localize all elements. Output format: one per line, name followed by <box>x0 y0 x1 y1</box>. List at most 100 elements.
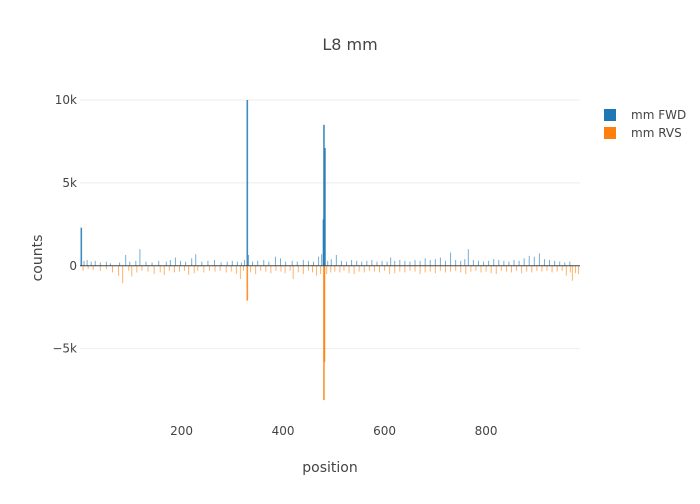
bar[interactable] <box>358 265 360 272</box>
bar[interactable] <box>191 258 193 266</box>
legend[interactable]: mm FWD mm RVS <box>604 108 686 140</box>
bar[interactable] <box>574 265 576 274</box>
bar[interactable] <box>324 148 326 266</box>
bar[interactable] <box>296 261 298 266</box>
bar[interactable] <box>356 260 358 266</box>
bar[interactable] <box>292 265 294 280</box>
bar[interactable] <box>531 265 533 273</box>
bar[interactable] <box>239 265 241 280</box>
bar[interactable] <box>564 262 566 266</box>
bar[interactable] <box>257 260 259 266</box>
bar[interactable] <box>508 261 510 266</box>
bar[interactable] <box>109 263 111 266</box>
bar[interactable] <box>289 265 291 271</box>
bar[interactable] <box>339 265 341 273</box>
bar[interactable] <box>225 265 227 273</box>
bar[interactable] <box>450 265 452 272</box>
bar[interactable] <box>131 265 133 277</box>
bar[interactable] <box>394 265 396 274</box>
bar[interactable] <box>285 261 287 266</box>
bar[interactable] <box>99 265 101 271</box>
bar[interactable] <box>323 124 325 266</box>
bar[interactable] <box>231 260 233 266</box>
bar[interactable] <box>163 265 165 275</box>
bar[interactable] <box>246 100 249 266</box>
bar[interactable] <box>321 254 323 266</box>
bar[interactable] <box>135 260 137 266</box>
bar[interactable] <box>105 265 107 270</box>
bar[interactable] <box>243 259 245 266</box>
bar[interactable] <box>434 265 436 274</box>
bar[interactable] <box>136 265 138 273</box>
bar[interactable] <box>386 261 388 266</box>
bar[interactable] <box>470 265 472 272</box>
bar[interactable] <box>185 261 187 266</box>
bar[interactable] <box>455 259 457 266</box>
bar[interactable] <box>419 260 421 266</box>
bar[interactable] <box>311 265 313 273</box>
bar[interactable] <box>320 265 322 275</box>
bar[interactable] <box>180 260 182 266</box>
bar[interactable] <box>516 265 518 271</box>
bar[interactable] <box>82 265 84 271</box>
bar[interactable] <box>475 265 477 271</box>
bar[interactable] <box>363 265 365 273</box>
bar[interactable] <box>90 261 92 266</box>
bar[interactable] <box>559 261 561 266</box>
bar[interactable] <box>111 265 113 273</box>
bar[interactable] <box>105 261 107 266</box>
bar[interactable] <box>141 265 143 271</box>
bar[interactable] <box>214 265 216 272</box>
bar[interactable] <box>404 265 406 273</box>
bar[interactable] <box>145 261 147 266</box>
bar[interactable] <box>444 260 446 266</box>
bar[interactable] <box>353 265 355 275</box>
bar[interactable] <box>472 259 474 266</box>
bar[interactable] <box>460 265 462 273</box>
bar[interactable] <box>246 265 249 301</box>
bar[interactable] <box>561 265 563 271</box>
bar[interactable] <box>197 265 199 271</box>
bar[interactable] <box>248 255 250 266</box>
bar[interactable] <box>250 265 252 273</box>
bar[interactable] <box>242 265 244 271</box>
bar[interactable] <box>414 265 416 272</box>
bar[interactable] <box>86 259 88 266</box>
bar[interactable] <box>429 259 431 266</box>
bar[interactable] <box>394 260 396 266</box>
bar[interactable] <box>207 260 209 266</box>
bar[interactable] <box>390 257 392 266</box>
bar[interactable] <box>577 265 579 275</box>
bar[interactable] <box>165 261 167 266</box>
bar[interactable] <box>549 259 551 266</box>
bar[interactable] <box>381 260 383 266</box>
bar[interactable] <box>169 259 171 266</box>
bar[interactable] <box>297 265 299 273</box>
bar[interactable] <box>419 265 421 275</box>
bar[interactable] <box>444 265 446 273</box>
bar[interactable] <box>571 265 573 281</box>
bar[interactable] <box>384 265 386 271</box>
bar[interactable] <box>274 256 276 266</box>
bar[interactable] <box>323 265 326 362</box>
bar[interactable] <box>554 260 556 266</box>
bar[interactable] <box>424 258 426 266</box>
bar[interactable] <box>122 265 124 284</box>
bar[interactable] <box>345 261 347 266</box>
bar[interactable] <box>348 265 350 274</box>
bar[interactable] <box>488 260 490 266</box>
bar[interactable] <box>263 259 265 266</box>
bar[interactable] <box>467 249 469 266</box>
bar[interactable] <box>565 265 567 276</box>
bar[interactable] <box>409 265 411 271</box>
bar[interactable] <box>275 265 277 271</box>
bar[interactable] <box>490 265 492 274</box>
bar[interactable] <box>399 259 401 266</box>
bar[interactable] <box>556 265 558 272</box>
bar[interactable] <box>284 265 286 274</box>
bar[interactable] <box>302 265 304 275</box>
bar[interactable] <box>94 260 96 266</box>
bar[interactable] <box>307 260 309 266</box>
bar[interactable] <box>546 265 548 271</box>
bar[interactable] <box>188 265 190 275</box>
